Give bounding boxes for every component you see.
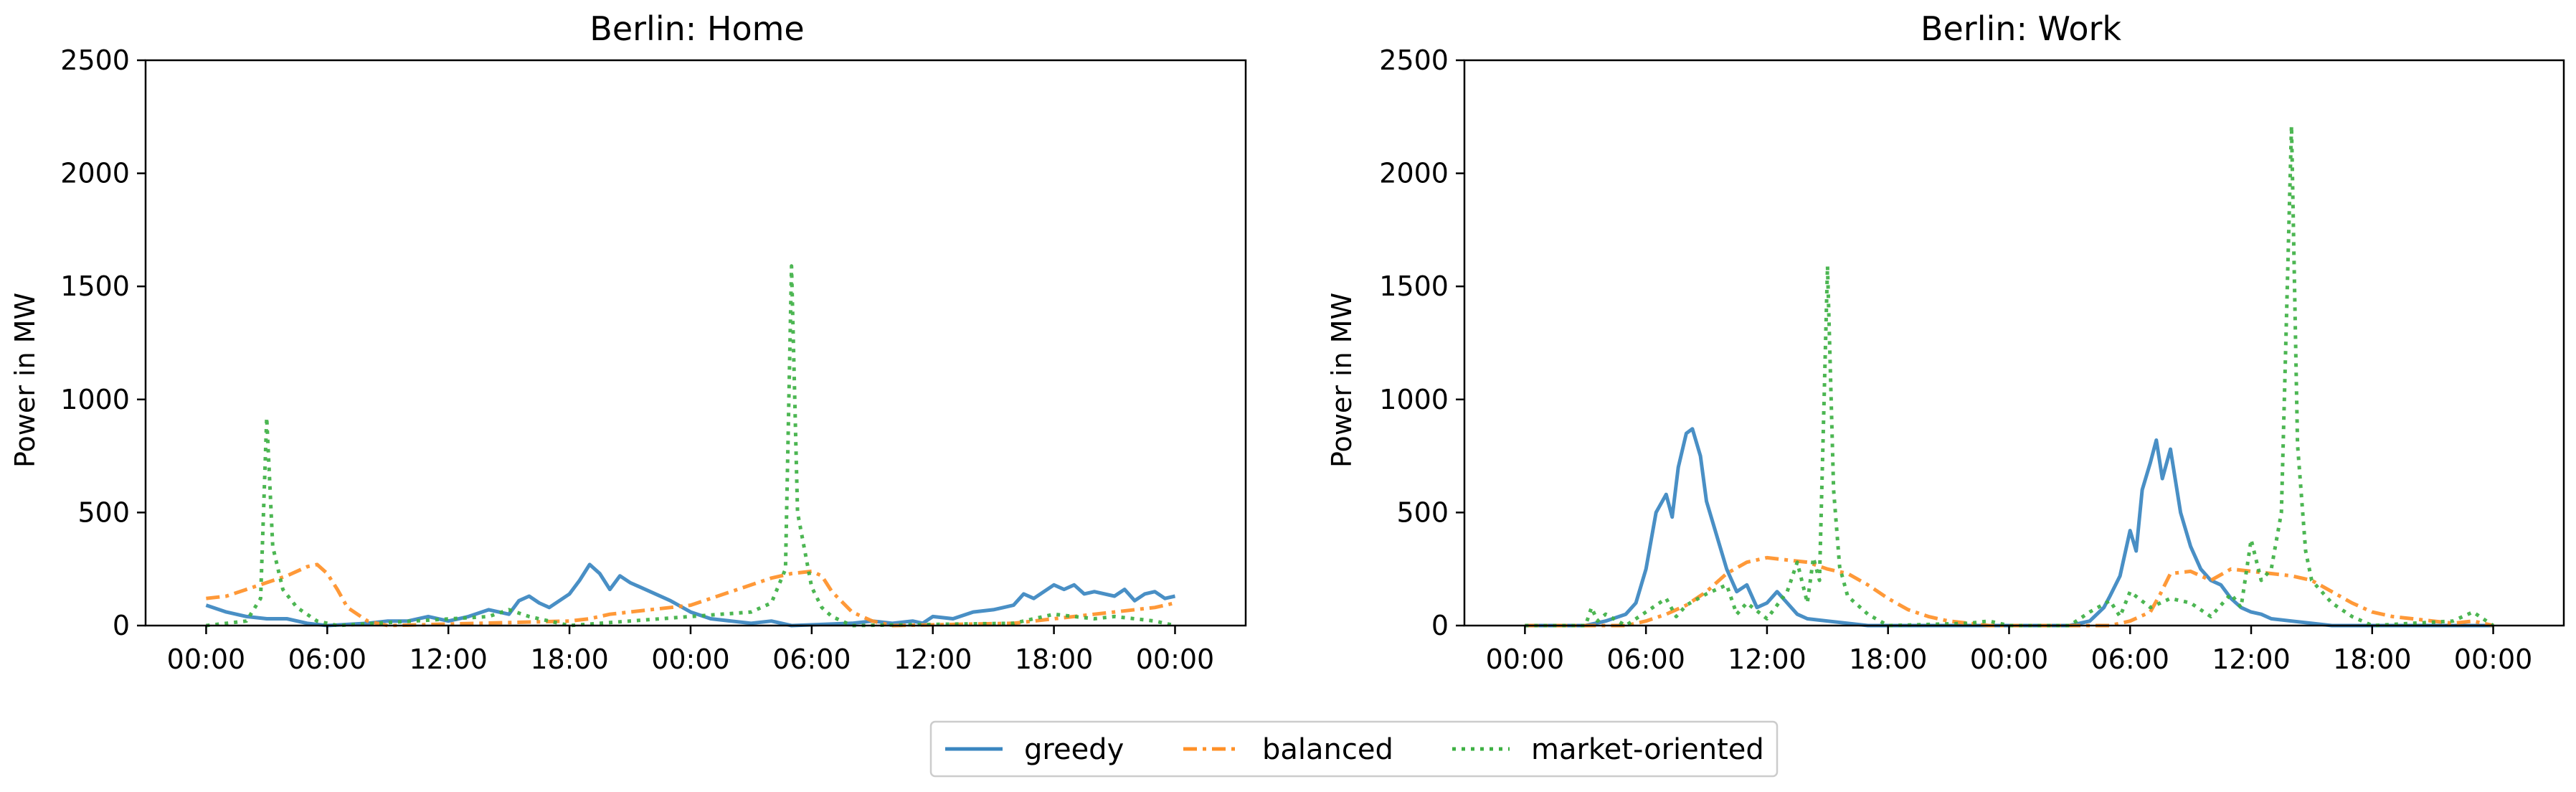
y-tick-label: 500 [1396, 496, 1449, 528]
y-tick-label: 1500 [60, 270, 130, 302]
x-tick-label: 12:00 [1728, 644, 1806, 675]
y-tick-label: 0 [113, 610, 130, 641]
chart-berlin-home: Berlin: Home Power in MW 0 500 1000 1500 200… [9, 9, 1247, 675]
series-line-market-oriented [1525, 123, 2494, 628]
x-tick-label: 18:00 [1015, 644, 1094, 675]
series-layer [205, 264, 1176, 628]
chart-title: Berlin: Home [589, 9, 804, 48]
x-tick-label: 06:00 [772, 644, 851, 675]
plot-area-frame [1463, 59, 2565, 627]
y-tick-label: 1000 [60, 384, 130, 415]
legend-label-market-oriented: market-oriented [1531, 733, 1764, 766]
x-tick-label: 06:00 [1606, 644, 1685, 675]
legend-entry-market-oriented: market-oriented [1452, 733, 1764, 766]
legend-label-balanced: balanced [1262, 733, 1393, 766]
series-line-balanced [1525, 555, 2494, 628]
x-ticks: 00:00 06:00 12:00 18:00 00:00 06:00 12:00 18:00… [1486, 626, 2533, 675]
x-tick-label: 06:00 [288, 644, 367, 675]
y-tick-label: 1000 [1379, 384, 1449, 415]
x-tick-label: 00:00 [1136, 644, 1215, 675]
x-tick-label: 18:00 [1849, 644, 1928, 675]
series-line-greedy [1525, 427, 2494, 628]
plot-area-frame [144, 59, 1247, 627]
y-ticks: 0 500 1000 1500 2000 2500 [60, 44, 146, 641]
chart-title: Berlin: Work [1921, 9, 2121, 48]
x-tick-label: 18:00 [530, 644, 609, 675]
x-tick-label: 00:00 [1486, 644, 1565, 675]
y-tick-label: 2500 [60, 44, 130, 76]
series-line-market-oriented [206, 264, 1176, 628]
x-tick-label: 00:00 [167, 644, 246, 675]
y-tick-label: 2000 [1379, 158, 1449, 189]
y-tick-label: 500 [77, 496, 130, 528]
x-tick-label: 06:00 [2090, 644, 2169, 675]
y-axis-label: Power in MW [1326, 293, 1358, 468]
y-tick-label: 2500 [1379, 44, 1449, 76]
legend-box [929, 720, 1779, 778]
chart-berlin-work: Berlin: Work Power in MW 0 500 1000 1500 200… [1326, 9, 2565, 675]
series-layer [1525, 123, 2494, 628]
x-tick-label: 18:00 [2333, 644, 2412, 675]
y-tick-label: 0 [1431, 610, 1449, 641]
legend-entry-balanced: balanced [1183, 733, 1393, 766]
series-line-greedy [205, 562, 1176, 628]
x-tick-label: 00:00 [2454, 644, 2533, 675]
y-tick-label: 2000 [60, 158, 130, 189]
y-axis-label: Power in MW [9, 293, 41, 468]
x-ticks: 00:00 06:00 12:00 18:00 00:00 06:00 12:00 18:00… [167, 626, 1215, 675]
x-tick-label: 12:00 [894, 644, 972, 675]
legend: greedy balanced market-oriented [929, 720, 1779, 778]
y-tick-label: 1500 [1379, 270, 1449, 302]
series-line-balanced [206, 562, 1176, 628]
x-tick-label: 00:00 [1970, 644, 2049, 675]
y-ticks: 0 500 1000 1500 2000 2500 [1379, 44, 1464, 641]
x-tick-label: 12:00 [2212, 644, 2291, 675]
legend-label-greedy: greedy [1024, 733, 1124, 766]
x-tick-label: 12:00 [409, 644, 488, 675]
x-tick-label: 00:00 [651, 644, 730, 675]
legend-entry-greedy: greedy [945, 733, 1124, 766]
